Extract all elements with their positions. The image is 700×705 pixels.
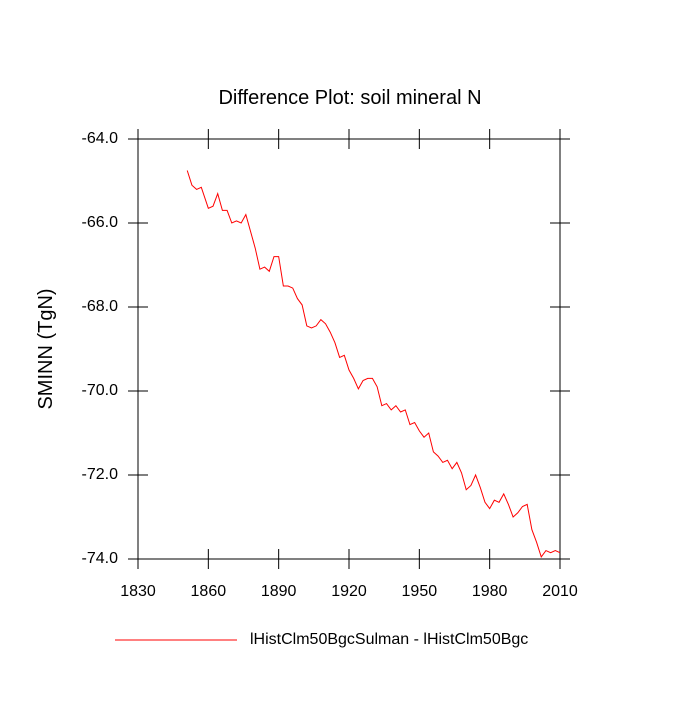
chart-title: Difference Plot: soil mineral N: [218, 87, 481, 109]
y-axis-label: SMINN (TgN): [35, 288, 57, 409]
y-tick-label: -70.0: [82, 382, 119, 399]
y-tick-label: -72.0: [82, 466, 119, 483]
y-tick-label: -68.0: [82, 298, 119, 315]
x-tick-label: 1890: [261, 583, 297, 600]
y-tick-label: -64.0: [82, 130, 119, 147]
plot-frame: [137, 138, 561, 560]
y-tick-label: -74.0: [82, 550, 119, 567]
x-tick-label: 1860: [191, 583, 227, 600]
x-tick-label: 1980: [472, 583, 508, 600]
data-line: [186, 170, 561, 558]
x-tick-label: 2010: [542, 583, 578, 600]
x-tick-label: 1920: [331, 583, 367, 600]
legend-label: lHistClm50BgcSulman - lHistClm50Bgc: [250, 631, 528, 648]
x-tick-label: 1830: [120, 583, 156, 600]
x-tick-label: 1950: [402, 583, 438, 600]
y-tick-label: -66.0: [82, 214, 119, 231]
